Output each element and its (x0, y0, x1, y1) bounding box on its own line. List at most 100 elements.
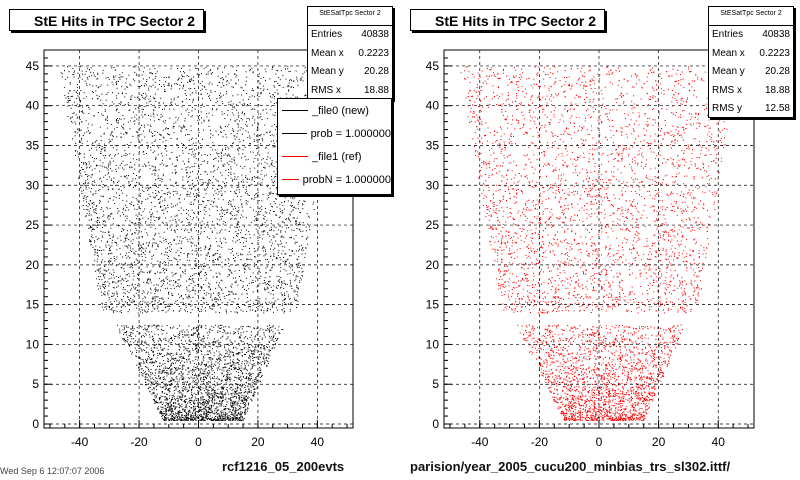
data-point (247, 348, 249, 350)
data-point (239, 407, 240, 409)
data-point (266, 310, 268, 312)
data-point (96, 264, 98, 266)
data-point (230, 362, 231, 364)
data-point (207, 401, 208, 403)
data-point (147, 218, 149, 219)
data-point (206, 255, 208, 257)
data-point (184, 273, 186, 275)
data-point (145, 247, 147, 249)
data-point (228, 124, 230, 126)
data-point (234, 418, 236, 420)
data-point (204, 409, 206, 411)
data-point (217, 331, 219, 333)
data-point (275, 198, 277, 200)
data-point (226, 387, 228, 388)
data-point (207, 415, 209, 417)
data-point (202, 401, 204, 403)
data-point (276, 338, 278, 340)
data-point (248, 231, 250, 233)
data-point (215, 342, 217, 344)
data-point (169, 179, 171, 181)
data-point (218, 312, 220, 313)
data-point (287, 294, 289, 296)
data-point (170, 408, 172, 410)
data-point (185, 395, 186, 397)
data-point (225, 338, 227, 340)
data-point (84, 80, 86, 82)
data-point (220, 345, 222, 347)
data-point (189, 361, 191, 363)
data-point (196, 331, 198, 333)
data-point (201, 410, 203, 412)
data-point (263, 247, 265, 249)
data-point (228, 154, 230, 156)
data-point (236, 384, 238, 386)
data-point (284, 297, 286, 299)
data-point (212, 255, 214, 257)
data-point (163, 402, 164, 404)
data-point (109, 235, 111, 237)
data-point (248, 377, 250, 379)
data-point (227, 372, 229, 373)
data-point (229, 160, 231, 162)
data-point (217, 339, 219, 341)
data-point (165, 411, 167, 412)
data-point (113, 177, 115, 179)
data-point (236, 390, 238, 392)
data-point (233, 390, 235, 392)
data-point (191, 387, 193, 389)
data-point (207, 391, 209, 393)
data-point (100, 152, 102, 154)
data-point (209, 350, 211, 352)
data-point (125, 132, 127, 134)
data-point (212, 221, 214, 223)
data-point (206, 353, 208, 355)
data-point (200, 379, 202, 381)
data-point (168, 85, 170, 87)
data-point (289, 285, 291, 287)
data-point (208, 238, 210, 239)
data-point (187, 240, 189, 242)
data-point (218, 409, 219, 411)
data-point (129, 83, 131, 85)
data-point (238, 328, 240, 330)
data-point (183, 84, 184, 86)
data-point (268, 341, 270, 343)
data-point (277, 309, 278, 311)
data-point (142, 186, 143, 188)
data-point (222, 165, 224, 167)
data-point (193, 327, 195, 329)
data-point (173, 390, 175, 391)
data-point (263, 230, 265, 232)
data-point (130, 96, 132, 98)
data-point (127, 339, 129, 341)
data-point (181, 415, 183, 416)
data-point (218, 134, 219, 136)
data-point (163, 370, 165, 372)
data-point (298, 271, 300, 273)
data-point (182, 365, 184, 367)
data-point (293, 253, 295, 255)
data-point (161, 304, 163, 305)
data-point (191, 397, 193, 398)
data-point (125, 252, 127, 254)
data-point (249, 237, 251, 239)
data-point (122, 92, 123, 94)
data-point (196, 329, 198, 331)
data-point (238, 306, 239, 308)
data-point (247, 131, 249, 133)
data-point (183, 303, 184, 305)
data-point (198, 363, 200, 365)
data-point (180, 411, 182, 413)
data-point (249, 137, 251, 139)
data-point (146, 79, 148, 81)
data-point (262, 245, 264, 247)
data-point (251, 384, 253, 386)
data-point (226, 374, 228, 375)
data-point (201, 414, 203, 416)
data-point (176, 415, 177, 417)
data-point (102, 236, 104, 238)
data-point (158, 133, 160, 135)
data-point (262, 357, 264, 359)
data-point (143, 360, 144, 362)
